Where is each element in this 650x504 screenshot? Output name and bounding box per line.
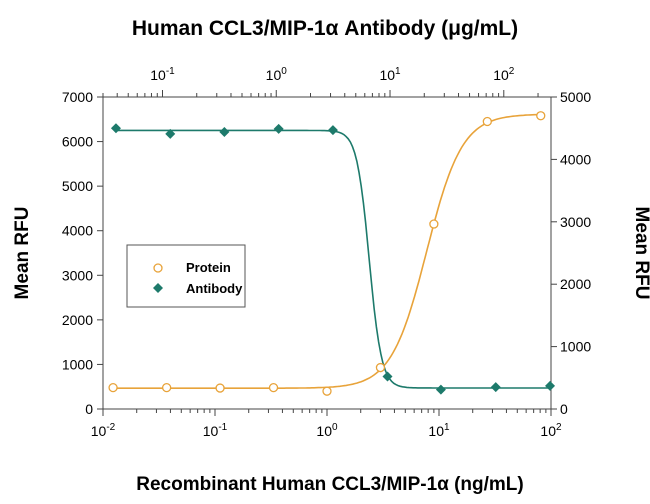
protein-data-point [482,116,492,127]
y-right-tick-label: 2000 [560,276,591,292]
y-left-tick-label: 4000 [62,223,93,239]
y-left-tick-label: 2000 [62,312,93,328]
legend-box [126,244,246,308]
legend: Protein Antibody [126,244,246,308]
y-right-tick-label: 0 [560,401,568,417]
x-top-tick-label: 101 [379,66,401,83]
ticks-layer: 10-2 10-1 100 101 102 10-1 100 101 102 0 1000 2000 3… [62,66,592,439]
legend-protein-label: Protein [186,260,231,275]
y-left-tick-label: 0 [85,401,93,417]
protein-data-point [429,219,439,229]
chart-top-title: Human CCL3/MIP-1α Antibody (μg/mL) [132,17,518,40]
points-layer [108,111,556,396]
protein-data-point [322,386,332,396]
y-right-tick-label: 5000 [560,89,591,105]
legend-antibody-label: Antibody [186,281,243,296]
y-right-tick-label: 4000 [560,151,591,167]
antibody-data-point [273,123,284,134]
y-left-tick-label: 5000 [62,178,93,194]
legend-antibody-marker [153,283,163,293]
antibody-data-point [110,123,121,134]
y-axis-right-title: Mean RFU [631,207,650,300]
y-axis-left-title: Mean RFU [12,207,33,300]
antibody-data-point [435,384,446,395]
x-bottom-tick-label: 10-2 [91,422,116,439]
y-left-tick-label: 3000 [62,267,93,283]
protein-data-point [215,383,225,393]
protein-data-point [268,382,279,393]
antibody-data-point [490,382,501,393]
antibody-data-point [165,128,176,139]
y-left-tick-label: 1000 [62,356,93,372]
x-bottom-tick-label: 10-1 [203,422,228,439]
antibody-data-point [219,126,230,137]
protein-data-point [536,111,546,121]
x-bottom-tick-label: 101 [428,422,450,439]
x-axis-title: Recombinant Human CCL3/MIP-1α (ng/mL) [136,474,523,495]
y-right-tick-label: 1000 [560,339,591,355]
antibody-data-point [327,125,338,136]
protein-data-point [161,382,172,393]
protein-data-point [375,362,386,373]
antibody-data-point [382,371,393,382]
y-right-tick-label: 3000 [560,214,591,230]
y-left-tick-label: 7000 [62,89,93,105]
x-top-tick-label: 10-1 [150,66,175,83]
y-left-tick-label: 6000 [62,134,93,150]
x-top-tick-label: 100 [266,66,288,83]
x-bottom-tick-label: 100 [316,422,338,439]
x-top-tick-label: 102 [493,66,515,83]
x-bottom-tick-label: 102 [540,422,562,439]
antibody-data-point [545,380,556,391]
protein-data-point [108,382,118,393]
legend-protein-marker [153,263,163,273]
